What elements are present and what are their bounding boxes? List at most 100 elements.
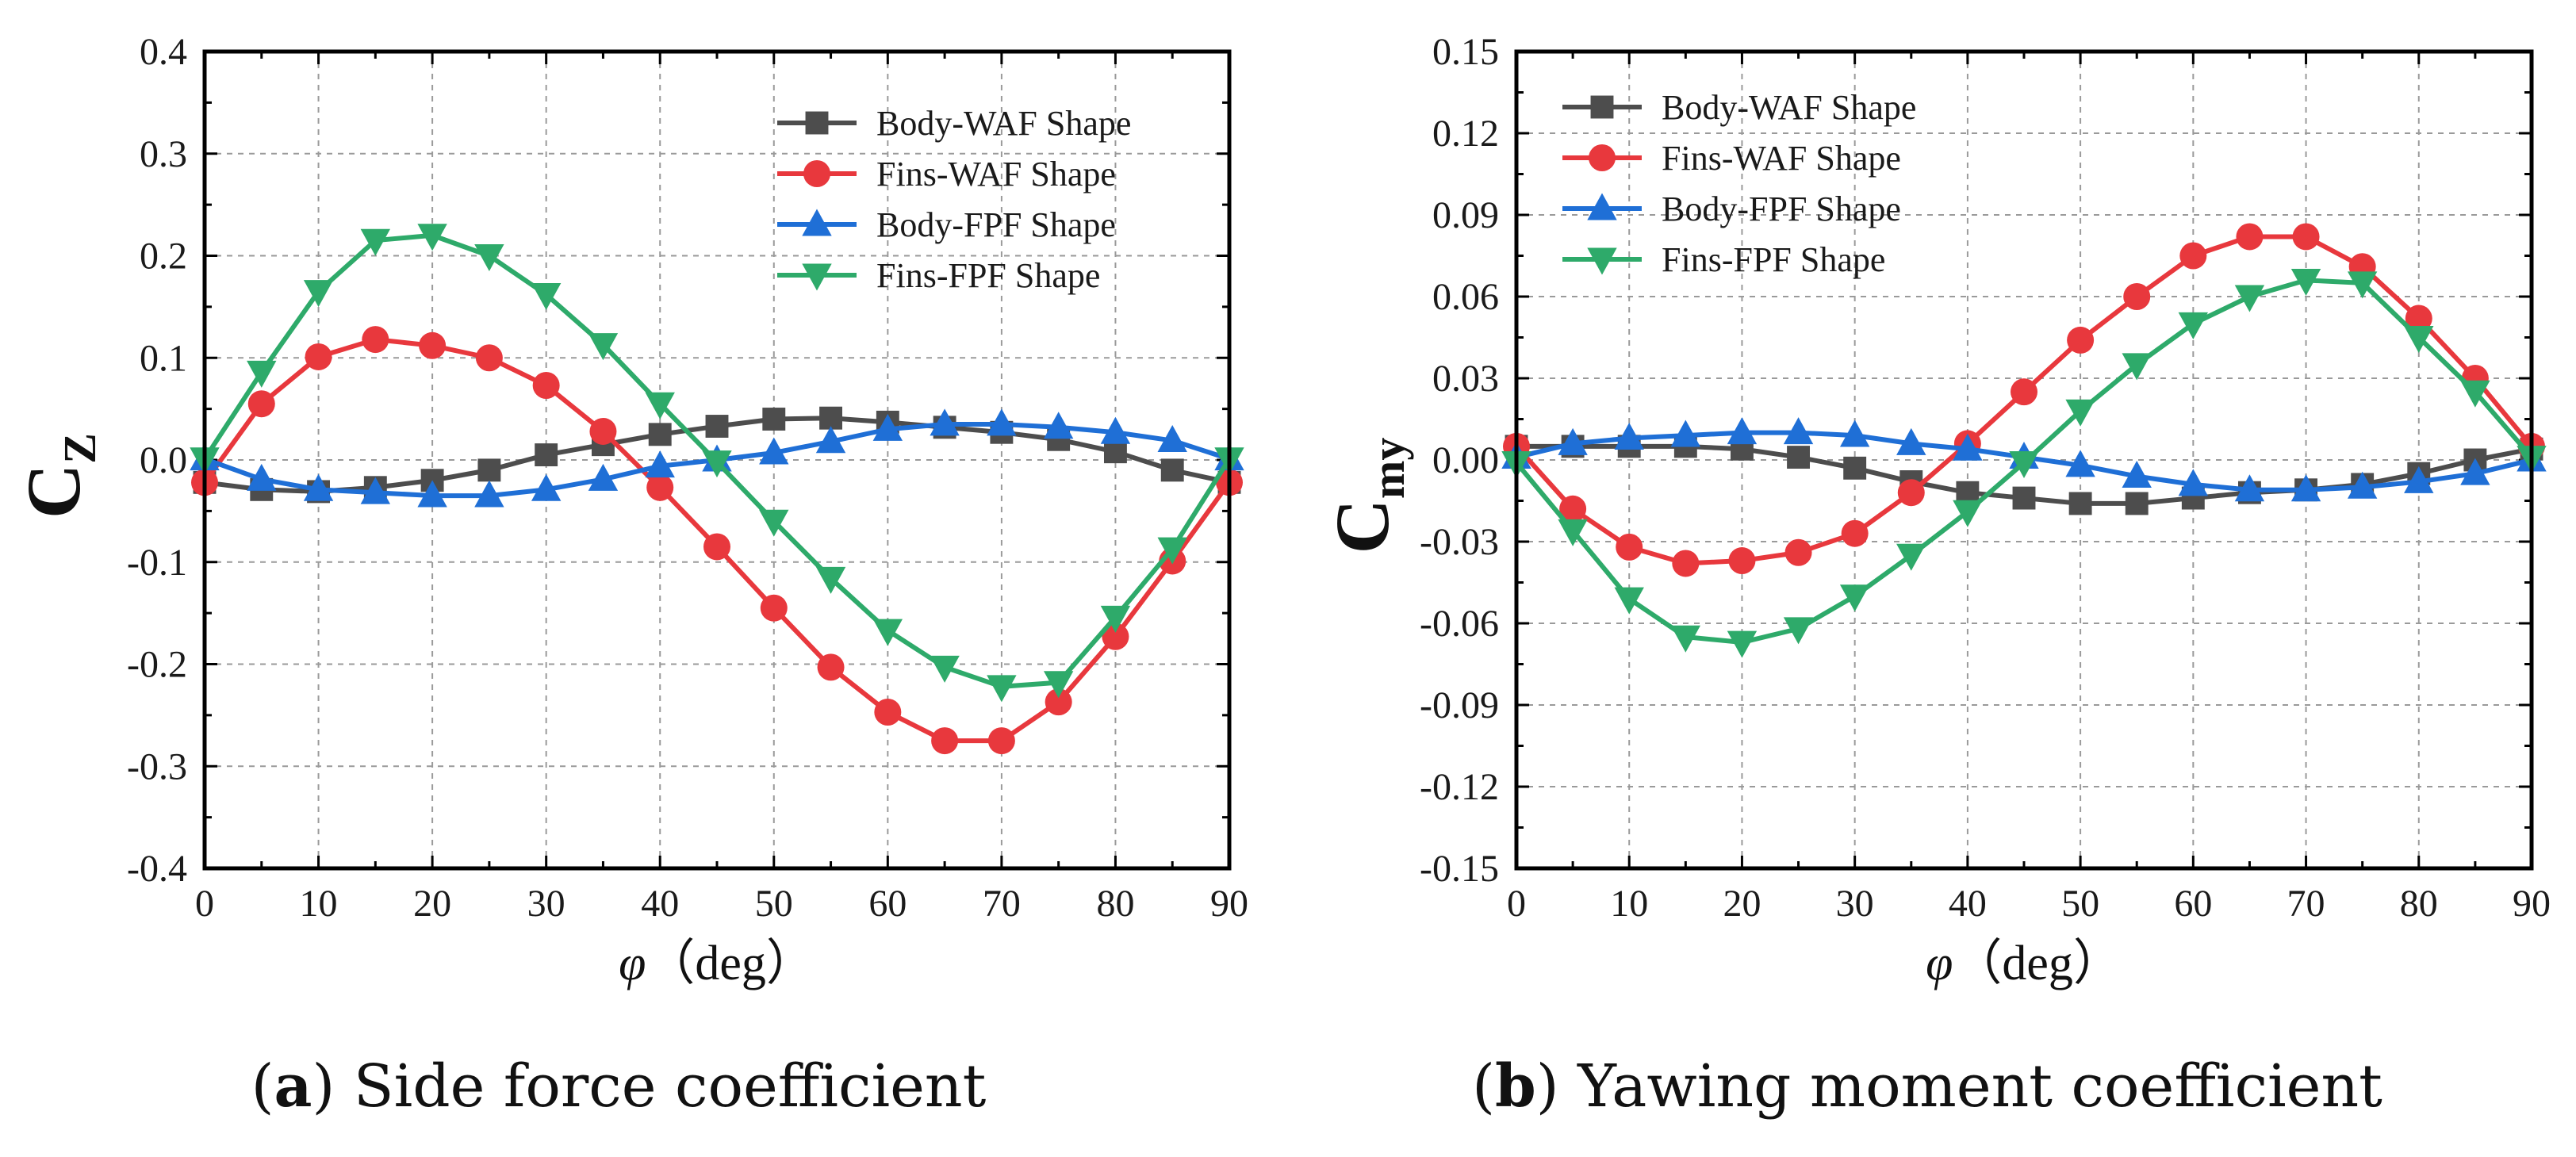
charta-data-point	[532, 372, 560, 400]
chart-panel-a: 0 10 20 30 40 50 60 70 80 90 -0.4 -0.3 -0.2 -0.1 0.0 0.…	[11, 31, 1248, 990]
charta-ytick-label: 0.3	[140, 133, 187, 175]
chartb-data-point	[1614, 422, 1644, 450]
caption-b-text: Yawing moment coefficient	[1559, 1052, 2383, 1121]
charta-data-point	[702, 450, 732, 478]
charta-data-point	[475, 344, 503, 372]
charta-data-point	[1103, 440, 1127, 464]
charta-data-point	[474, 244, 504, 272]
chartb-legend-marker	[1590, 95, 1614, 119]
chartb-data-point	[1784, 538, 1812, 566]
charta-data-point	[987, 675, 1017, 703]
charta-ytick-label: 0.0	[140, 439, 187, 481]
chartb-data-point	[2122, 461, 2152, 488]
charta-data-point	[648, 423, 672, 446]
charta-legend-marker	[802, 209, 832, 236]
chartb-legend-label: Fins-FPF Shape	[1662, 240, 1885, 279]
charta-ytick-label: -0.3	[127, 745, 187, 787]
charta-ytick-label: 0.1	[140, 337, 187, 379]
chartb-ylabel-main: C	[1320, 499, 1405, 554]
chartb-data-point	[2012, 486, 2036, 510]
charta-data-point	[819, 406, 843, 430]
charta-data-point	[930, 655, 960, 683]
charta-ytick-label: -0.1	[127, 542, 187, 584]
chartb-ytick-label: -0.12	[1420, 766, 1499, 808]
charta-data-point	[815, 566, 846, 594]
charta-ylabel-sub: Z	[54, 433, 105, 464]
chart-panel-b: 0 10 20 30 40 50 60 70 80 90 -0.15 -0.12 -0.09 -0.06 -…	[1320, 31, 2551, 990]
charta-ytick-label: -0.4	[127, 848, 187, 890]
charta-data-point	[1157, 424, 1187, 452]
chartb-data-point	[2236, 223, 2264, 251]
chartb-ytick-label: 0.06	[1432, 276, 1499, 318]
chartb-legend-marker	[1587, 193, 1617, 220]
charta-legend-marker	[802, 263, 832, 291]
charta-ytick-label: -0.2	[127, 644, 187, 686]
chartb-ytick-label: -0.06	[1420, 603, 1499, 645]
charta-ytick-label: 0.4	[140, 31, 187, 73]
chartb-legend: Body-WAF Shape Fins-WAF Shape Body-FPF Sha…	[1562, 88, 1916, 279]
chartb-legend-marker	[1587, 247, 1617, 275]
charta-series-fins-fpf-shape	[190, 224, 1244, 703]
chartb-plot-frame	[1514, 49, 2534, 871]
caption-a-text: Side force coefficient	[335, 1052, 986, 1121]
chartb-data-point	[2234, 285, 2265, 312]
charta-data-point	[817, 653, 845, 681]
charta-data-point	[417, 480, 447, 508]
charta-data-point	[417, 224, 447, 251]
chartb-data-point	[1787, 446, 1811, 469]
charta-ylabel-main: C	[11, 464, 96, 519]
chartb-data-point	[2125, 492, 2149, 515]
chartb-data-point	[1843, 456, 1867, 480]
charta-legend-label: Fins-WAF Shape	[876, 155, 1116, 193]
charta-data-point	[535, 443, 558, 467]
chartb-data-point	[2123, 283, 2151, 310]
chartb-data-point	[2290, 474, 2321, 502]
charta-legend-label: Body-WAF Shape	[876, 104, 1131, 143]
chartb-data-point	[1670, 625, 1701, 653]
charta-legend: Body-WAF Shape Fins-WAF Shape Body-FPF Sha…	[777, 104, 1131, 295]
chartb-data-point	[1727, 630, 1758, 658]
chartb-data-point	[1839, 584, 1870, 612]
charta-data-point	[987, 408, 1017, 436]
chartb-data-point	[1727, 417, 1758, 445]
chartb-data-point	[1783, 617, 1814, 645]
chartb-xlabel-symbol: φ	[1926, 937, 1953, 990]
charta-data-point	[1100, 605, 1131, 633]
chartb-data-point	[2122, 353, 2152, 381]
charta-data-point	[1043, 671, 1074, 699]
chartb-data-point	[2460, 380, 2490, 408]
charta-data-point	[872, 619, 903, 646]
chartb-data-point	[1897, 479, 1925, 507]
chartb-data-point	[1672, 550, 1700, 577]
charta-data-point	[474, 480, 504, 508]
charta-xtick-label: 60	[868, 883, 907, 925]
charta-data-point	[588, 333, 619, 361]
charta-legend-marker	[805, 111, 829, 135]
charta-data-point	[1045, 688, 1072, 716]
chartb-data-point	[1616, 533, 1643, 561]
chartb-xtick-label: 10	[1610, 883, 1648, 925]
chartb-data-point	[2011, 378, 2037, 406]
chartb-data-point	[1953, 433, 1983, 461]
charta-data-point	[930, 408, 960, 436]
charta-data-point	[762, 408, 786, 431]
chartb-data-point	[2068, 492, 2092, 515]
charta-data-point	[531, 282, 562, 310]
chartb-ytick-label: 0.09	[1432, 194, 1499, 236]
charta-data-point	[1100, 416, 1131, 444]
chartb-xlabel: φ（deg）	[1926, 937, 2122, 990]
charta-data-point	[362, 326, 389, 354]
chartb-data-point	[2290, 268, 2321, 296]
chartb-xtick-label: 80	[2400, 883, 2438, 925]
chartb-data-point	[1614, 587, 1644, 615]
chartb-xtick-label: 90	[2513, 883, 2551, 925]
charta-data-point	[419, 331, 447, 359]
caption-a-letter: a	[274, 1052, 312, 1121]
charta-data-point	[705, 415, 729, 438]
chartb-data-point	[2404, 465, 2434, 493]
charta-xlabel-symbol: φ	[619, 937, 646, 990]
charta-data-point	[645, 392, 675, 420]
chartb-legend-label: Body-WAF Shape	[1662, 88, 1916, 127]
caption-a: (a) Side force coefficient	[251, 1052, 987, 1121]
chartb-ytick-label: -0.15	[1420, 848, 1499, 890]
